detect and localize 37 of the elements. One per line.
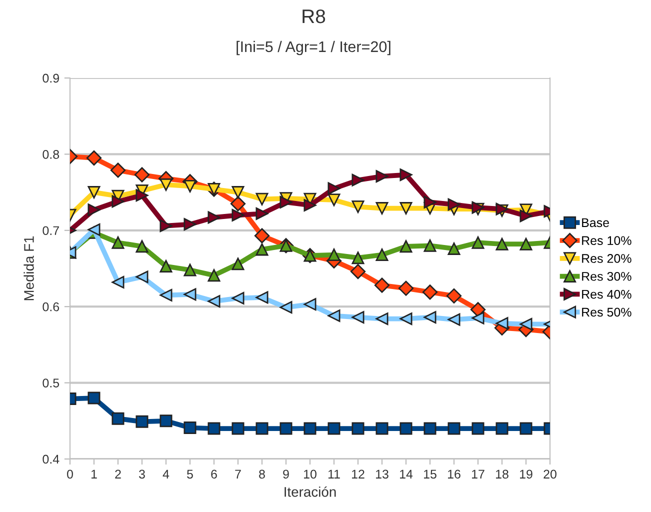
chart-title: R8	[302, 9, 326, 24]
x-tick-label: 13	[376, 470, 388, 479]
x-tick-label: 3	[139, 470, 145, 479]
x-tick-label: 15	[424, 470, 436, 479]
y-tick-label: 0.6	[42, 302, 60, 312]
x-tick-label: 14	[400, 470, 413, 478]
y-tick-label: 0.5	[42, 378, 60, 388]
x-tick-label: 8	[259, 470, 265, 479]
x-tick-label: 12	[352, 470, 364, 478]
legend-label: Res 40%	[582, 290, 632, 299]
legend-label: Res 20%	[582, 254, 632, 263]
y-tick-label: 0.8	[42, 150, 60, 159]
y-tick-label: 0.9	[42, 74, 59, 83]
x-tick-label: 1	[91, 470, 97, 478]
y-axis-title: Medida F1	[24, 236, 34, 300]
legend-label: Res 30%	[582, 272, 632, 281]
x-tick-label: 19	[520, 470, 532, 479]
x-tick-label: 5	[187, 470, 193, 479]
x-tick-label: 10	[304, 470, 316, 479]
x-tick-label: 6	[211, 470, 217, 479]
x-axis-title: Iteración	[284, 486, 336, 497]
x-tick-label: 0	[67, 470, 73, 479]
legend-label: Res 10%	[582, 236, 632, 245]
x-tick-label: 16	[448, 470, 460, 479]
legend-label: Base	[582, 218, 609, 228]
x-tick-label: 7	[235, 470, 241, 478]
y-tick-label: 0.7	[42, 226, 59, 236]
chart-subtitle: [Ini=5 / Agr=1 / Iter=20]	[236, 40, 390, 56]
x-tick-label: 9	[283, 470, 289, 479]
x-tick-label: 4	[162, 470, 170, 478]
x-tick-label: 18	[496, 470, 508, 479]
x-tick-label: 11	[328, 470, 340, 478]
x-tick-label: 20	[544, 470, 556, 479]
y-tick-label: 0.4	[42, 454, 60, 464]
x-tick-label: 2	[115, 470, 121, 478]
legend-label: Res 50%	[582, 308, 632, 317]
x-tick-label: 17	[472, 470, 484, 478]
